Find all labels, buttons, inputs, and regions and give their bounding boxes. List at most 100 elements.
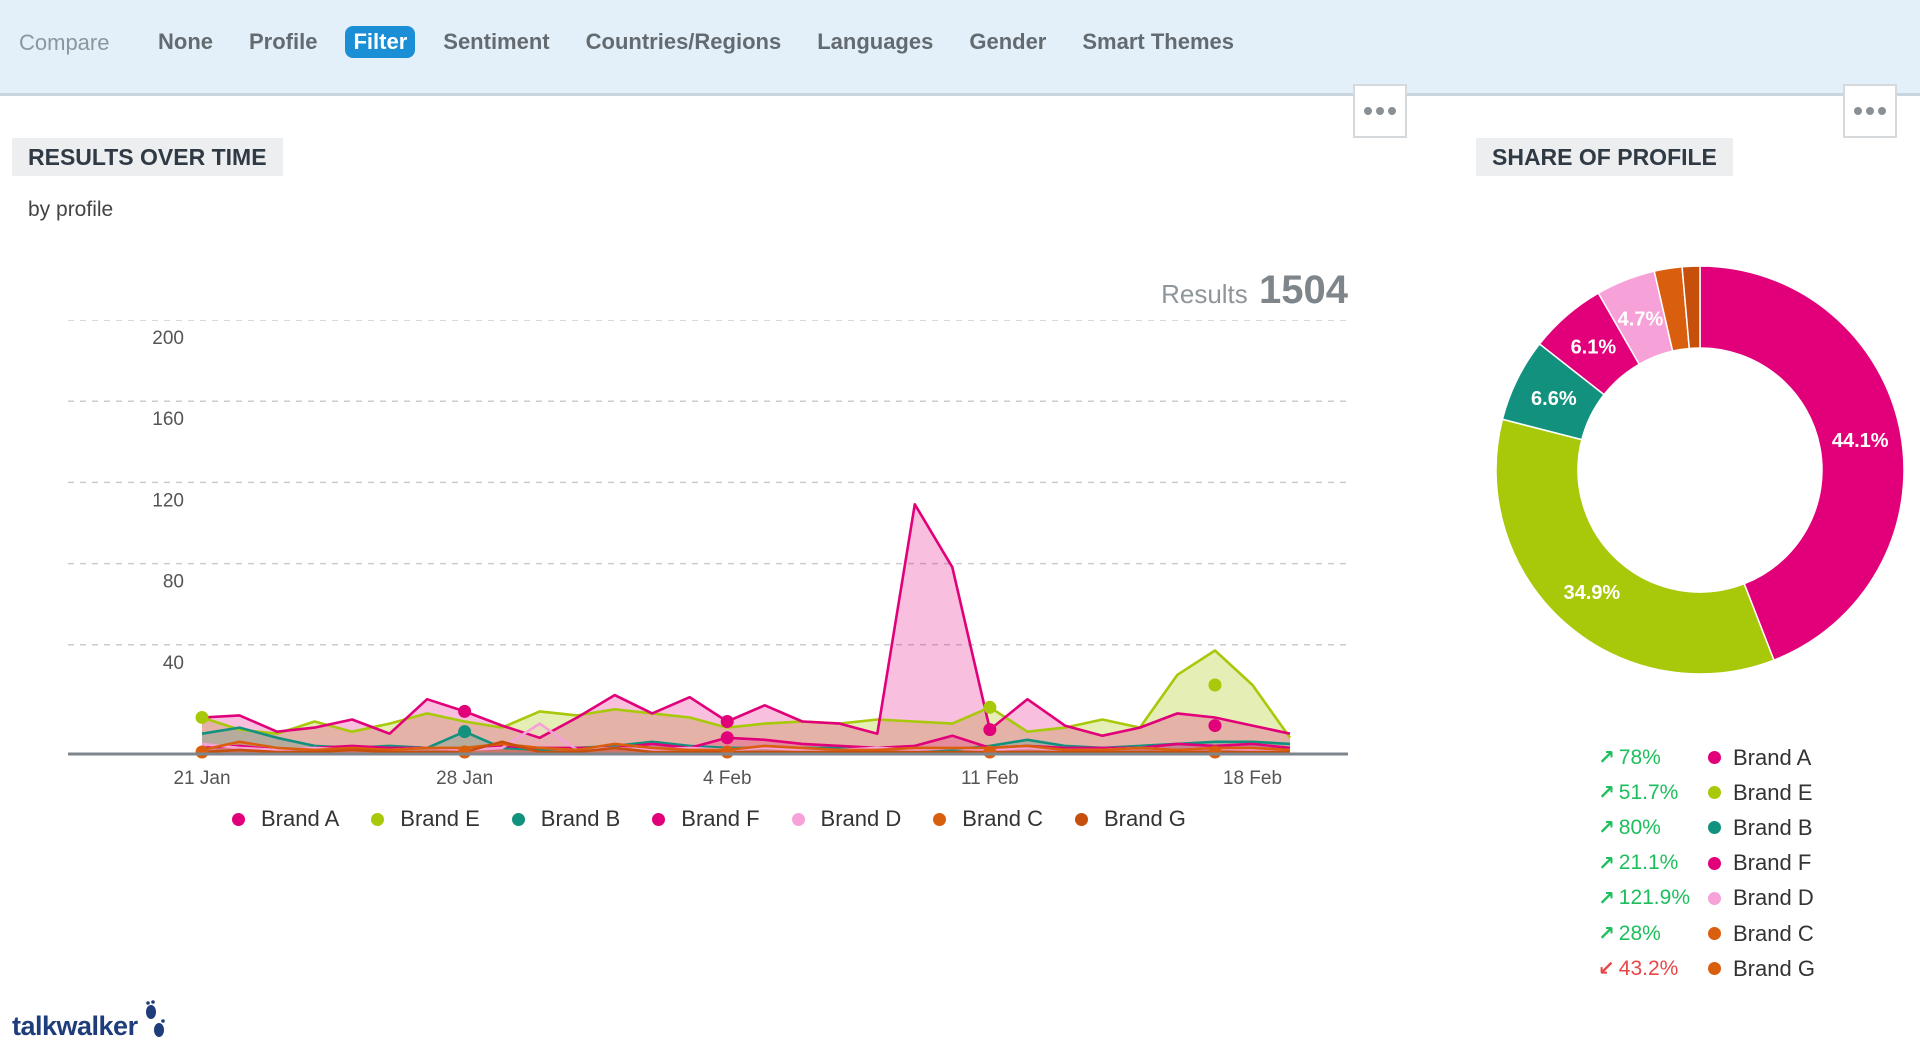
legend-item-brand-d[interactable]: Brand D <box>791 806 901 832</box>
trend-arrow-icon: ↗ <box>1598 923 1615 946</box>
series-line-brand-f <box>201 734 1291 752</box>
results-label: Results <box>1161 279 1248 309</box>
tab-none[interactable]: None <box>158 29 213 54</box>
tab-filter[interactable]: Filter <box>345 26 416 58</box>
share-row-brand-g[interactable]: ↙ 43.2% Brand G <box>1598 951 1815 986</box>
share-row-brand-a[interactable]: ↗ 78% Brand A <box>1598 740 1815 775</box>
brand-name: Brand G <box>1733 955 1815 981</box>
trend-arrow-icon: ↗ <box>1598 747 1615 770</box>
data-point-marker <box>983 723 997 737</box>
tab-sentiment[interactable]: Sentiment <box>443 29 550 54</box>
legend-label: Brand F <box>681 806 760 831</box>
share-row-brand-c[interactable]: ↗ 28% Brand C <box>1598 916 1815 951</box>
data-point-marker <box>458 745 472 759</box>
logo-text: talkwalker <box>12 1011 138 1041</box>
compare-toolbar: Compare None Profile Filter Sentiment Co… <box>0 0 1920 96</box>
share-row-brand-e[interactable]: ↗ 51.7% Brand E <box>1598 775 1815 810</box>
trend-arrow-icon: ↗ <box>1598 817 1615 840</box>
change-value: 51.7% <box>1618 780 1679 804</box>
share-widget-menu-button[interactable] <box>1843 84 1897 138</box>
change-indicator: ↗ 28% <box>1598 921 1708 946</box>
brand-marker <box>1708 751 1721 765</box>
results-total: Results 1504 <box>1161 268 1348 313</box>
legend-label: Brand E <box>400 806 480 831</box>
tab-gender[interactable]: Gender <box>969 29 1047 54</box>
y-tick-label: 80 <box>163 572 184 593</box>
share-row-brand-f[interactable]: ↗ 21.1% Brand F <box>1598 846 1815 881</box>
trend-arrow-icon: ↗ <box>1598 852 1615 875</box>
legend-item-brand-e[interactable]: Brand E <box>371 806 480 832</box>
donut-slice-label: 44.1% <box>1832 430 1889 452</box>
tab-countries-regions[interactable]: Countries/Regions <box>585 29 782 54</box>
change-value: 80% <box>1618 815 1661 839</box>
legend-item-brand-c[interactable]: Brand C <box>933 806 1043 832</box>
legend-marker <box>652 812 666 826</box>
share-row-brand-b[interactable]: ↗ 80% Brand B <box>1598 810 1815 845</box>
brand-name: Brand D <box>1733 885 1814 911</box>
legend-marker <box>791 812 805 826</box>
legend-marker <box>371 812 385 826</box>
data-point-marker <box>1208 745 1222 759</box>
more-dots-icon <box>1854 107 1862 115</box>
more-dot <box>1878 107 1886 115</box>
donut-slice-label: 4.7% <box>1618 308 1664 330</box>
compare-tabs: None Profile Filter Sentiment Countries/… <box>150 26 1262 58</box>
legend-item-brand-a[interactable]: Brand A <box>232 806 339 832</box>
more-dots-icon <box>1364 107 1372 115</box>
x-tick-label: 18 Feb <box>1223 768 1282 789</box>
share-legend: ↗ 78% Brand A ↗ 51.7% Brand E ↗ 80% Brand B… <box>1598 740 1815 986</box>
tab-profile[interactable]: Profile <box>249 29 318 54</box>
brand-marker <box>1708 962 1721 976</box>
results-over-time-title: RESULTS OVER TIME <box>12 138 283 176</box>
donut-slice-brand-g[interactable] <box>1681 265 1701 350</box>
data-point-marker <box>195 745 209 759</box>
data-point-marker <box>195 710 209 724</box>
brand-marker <box>1708 891 1721 905</box>
donut-slice-brand-a[interactable] <box>1699 265 1905 662</box>
change-value: 28% <box>1618 921 1661 945</box>
brand-name: Brand C <box>1733 920 1814 946</box>
legend-marker <box>511 812 525 826</box>
series-line-brand-c <box>201 740 1291 752</box>
donut-slice-label: 6.1% <box>1571 337 1617 359</box>
more-dot <box>1866 107 1874 115</box>
change-value: 43.2% <box>1618 956 1679 980</box>
results-widget-menu-button[interactable] <box>1353 84 1407 138</box>
series-line-brand-g <box>201 740 1290 754</box>
series-area-brand-g <box>202 741 1290 754</box>
change-value: 121.9% <box>1618 886 1690 910</box>
x-tick-label: 21 Jan <box>173 768 230 789</box>
brand-marker <box>1708 821 1721 835</box>
talkwalker-logo: talkwalker <box>12 1000 168 1042</box>
more-dot <box>1388 107 1396 115</box>
share-of-profile-donut: 44.1% 34.9% 6.6% 6.1%4.7% <box>1495 265 1905 675</box>
change-indicator: ↗ 80% <box>1598 815 1708 840</box>
share-of-profile-title: SHARE OF PROFILE <box>1476 138 1733 176</box>
change-indicator: ↗ 78% <box>1598 745 1708 770</box>
change-indicator: ↙ 43.2% <box>1598 956 1708 981</box>
change-indicator: ↗ 21.1% <box>1598 851 1708 876</box>
donut-slice-brand-e[interactable] <box>1495 418 1775 675</box>
x-tick-label: 4 Feb <box>703 768 752 789</box>
brand-name: Brand E <box>1733 779 1813 805</box>
brand-marker <box>1708 786 1721 800</box>
results-subtitle: by profile <box>28 198 114 221</box>
tab-languages[interactable]: Languages <box>817 29 934 54</box>
change-value: 21.1% <box>1618 851 1679 875</box>
legend-item-brand-f[interactable]: Brand F <box>652 806 760 832</box>
y-tick-label: 40 <box>163 653 184 674</box>
donut-slice-label: 34.9% <box>1563 582 1620 604</box>
change-value: 78% <box>1618 745 1661 769</box>
legend-item-brand-b[interactable]: Brand B <box>511 806 620 832</box>
data-point-marker <box>983 745 997 759</box>
tab-smart-themes[interactable]: Smart Themes <box>1082 29 1234 54</box>
share-row-brand-d[interactable]: ↗ 121.9% Brand D <box>1598 881 1815 916</box>
brand-name: Brand A <box>1733 744 1812 770</box>
x-tick-label: 28 Jan <box>436 768 493 789</box>
legend-item-brand-g[interactable]: Brand G <box>1074 806 1186 832</box>
brand-name: Brand F <box>1733 850 1812 876</box>
y-tick-label: 200 <box>152 328 184 349</box>
series-line-brand-a <box>201 503 1291 740</box>
change-indicator: ↗ 51.7% <box>1598 780 1708 805</box>
brand-name: Brand B <box>1733 814 1813 840</box>
